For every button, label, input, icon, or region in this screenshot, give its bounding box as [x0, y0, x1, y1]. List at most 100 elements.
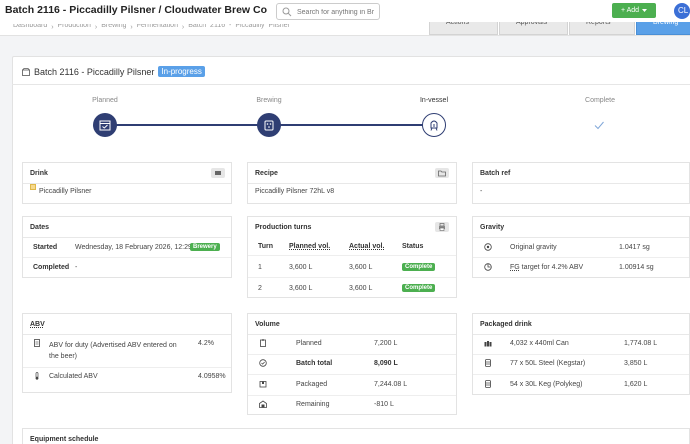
user-avatar[interactable]: CL	[674, 3, 690, 19]
breadcrumb-item[interactable]: Fermentation	[136, 24, 178, 29]
actual-cell: 3,600 L	[349, 264, 373, 271]
equipment-schedule-panel: Equipment schedule	[22, 428, 690, 444]
gravity-title: Gravity	[480, 224, 505, 231]
gauge-icon	[484, 243, 492, 251]
batch-total-label: Batch total	[296, 360, 333, 367]
row-divider	[248, 395, 456, 396]
drink-value[interactable]: Piccadilly Pilsner	[39, 188, 92, 195]
drink-title: Drink	[30, 170, 48, 177]
brewing-button[interactable]: Brewing	[636, 22, 690, 35]
row-divider	[248, 277, 456, 278]
breadcrumb-item[interactable]: Dashboard	[13, 24, 48, 29]
panel-divider	[473, 334, 689, 335]
thermometer-icon	[35, 372, 39, 380]
step-brewing[interactable]	[257, 113, 281, 137]
turn-cell: 2	[258, 285, 262, 292]
breadcrumb-item: Batch 2116 - Piccadilly Pilsner	[188, 24, 290, 29]
cans-icon	[484, 341, 492, 347]
recipe-title: Recipe	[255, 170, 278, 177]
package-line-label[interactable]: 4,032 x 440ml Can	[510, 340, 569, 347]
production-turns-panel: Production turns Turn Planned vol. Actua…	[247, 216, 457, 298]
panel-divider	[248, 334, 456, 335]
volume-planned-label: Planned	[296, 340, 322, 347]
actions-button[interactable]: Actions	[429, 22, 498, 35]
original-gravity-label: Original gravity	[510, 244, 557, 251]
package-line-value: 1,774.08 L	[624, 340, 658, 347]
step-planned[interactable]	[93, 113, 117, 137]
row-divider	[473, 257, 689, 258]
drink-link-button[interactable]	[211, 168, 225, 178]
step-label-planned: Planned	[92, 97, 118, 104]
remaining-label: Remaining	[296, 401, 330, 408]
production-turns-title: Production turns	[255, 224, 312, 231]
recipe-panel: Recipe Piccadilly Pilsner 72hL v8	[247, 162, 457, 204]
batch-ref-title: Batch ref	[480, 170, 511, 177]
target-icon	[484, 263, 492, 271]
panel-divider	[248, 183, 456, 184]
turn-cell: 1	[258, 264, 262, 271]
breadcrumb: Dashboard › Production › Brewing › Ferme…	[13, 24, 290, 29]
step-in-vessel[interactable]	[422, 113, 446, 137]
box-icon	[22, 67, 30, 76]
fg-target-label: FG target for 4.2% ABV	[510, 264, 583, 271]
dates-title: Dates	[30, 224, 50, 231]
batch-header: Batch 2116 - Piccadilly Pilsner In-progr…	[22, 66, 205, 77]
row-divider	[248, 255, 456, 256]
fg-target-text: target for 4.2% ABV	[519, 264, 584, 271]
row-divider	[23, 257, 231, 258]
status-badge: Complete	[402, 284, 436, 292]
search-input[interactable]	[297, 6, 377, 18]
status-cell: Complete	[402, 263, 436, 271]
caret-down-icon	[642, 8, 648, 12]
planned-cell: 3,600 L	[289, 264, 313, 271]
fg-abbr: FG	[510, 264, 520, 271]
add-button-label: + Add	[620, 7, 640, 14]
status-cell: Complete	[402, 284, 436, 292]
step-complete[interactable]	[587, 113, 611, 137]
remaining-value: -810 L	[374, 401, 394, 408]
reports-button[interactable]: Reports	[569, 22, 635, 35]
row-divider	[473, 354, 689, 355]
drink-color-swatch	[30, 184, 36, 190]
add-button[interactable]: + Add	[612, 3, 656, 18]
column-header-actual: Actual vol.	[349, 243, 385, 250]
search-box[interactable]	[276, 3, 380, 20]
recipe-value[interactable]: Piccadilly Pilsner 72hL v8	[255, 188, 335, 195]
production-turns-print-button[interactable]	[435, 222, 449, 232]
package-line-label[interactable]: 54 x 30L Keg (Polykeg)	[510, 381, 583, 388]
calendar-check-icon	[99, 120, 111, 131]
printer-icon	[439, 223, 445, 231]
location-badge: Brewery	[190, 243, 220, 251]
row-divider	[473, 374, 689, 375]
abv-duty-label: ABV for duty (Advertised ABV entered on …	[49, 342, 177, 360]
page-title: Batch 2116 - Piccadilly Pilsner / Cloudw…	[5, 4, 268, 16]
abv-duty-value: 4.2%	[198, 340, 214, 347]
fg-target-value: 1.00914 sg	[619, 264, 654, 271]
started-label: Started	[33, 244, 58, 251]
package-line-value: 1,620 L	[624, 381, 648, 388]
breadcrumb-item[interactable]: Production	[57, 24, 91, 29]
folder-icon	[438, 170, 446, 177]
volume-title: Volume	[255, 321, 280, 328]
fermenter-icon	[430, 120, 438, 131]
batch-ref-value: -	[480, 188, 483, 195]
panel-divider	[473, 237, 689, 238]
started-value: Wednesday, 18 February 2026, 12:29 at	[75, 244, 200, 251]
status-badge: Complete	[402, 263, 436, 271]
warehouse-icon	[259, 400, 267, 408]
volume-panel: Volume Planned 7,200 L Batch total 8,090…	[247, 313, 457, 415]
panel-divider	[23, 183, 231, 184]
keg-icon	[485, 359, 491, 367]
clipboard-icon	[260, 339, 266, 347]
abv-title: ABV	[30, 321, 45, 328]
package-line-label[interactable]: 77 x 50L Steel (Kegstar)	[510, 360, 586, 367]
breadcrumb-item[interactable]: Brewing	[101, 24, 127, 29]
row-divider	[23, 367, 231, 368]
recipe-link-button[interactable]	[435, 168, 449, 178]
approvals-button[interactable]: Approvals	[499, 22, 568, 35]
tag-icon	[215, 171, 221, 175]
started-location: Brewery	[190, 243, 220, 251]
batch-total-value: 8,090 L	[374, 360, 398, 367]
calculated-abv-label: Calculated ABV	[49, 373, 98, 380]
receipt-icon	[34, 339, 40, 347]
